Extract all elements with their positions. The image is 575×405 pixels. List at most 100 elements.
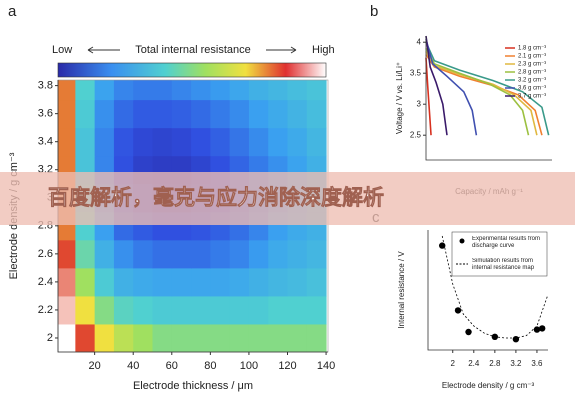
heat-cell	[113, 239, 134, 269]
legend-box	[451, 231, 548, 277]
heat-cell	[306, 80, 327, 101]
banner-text: 百度解析，毫克与应力消除深度解析	[48, 186, 384, 210]
x-tick-label: 2	[451, 359, 456, 368]
legend-label: Simulation results from internal resista…	[472, 258, 535, 271]
heat-cell	[58, 267, 76, 297]
heat-cell	[287, 99, 308, 129]
heat-cell	[113, 295, 134, 325]
legend-label: 2.1 g cm⁻³	[518, 54, 546, 60]
heat-cell	[191, 323, 211, 352]
experimental-point	[539, 325, 546, 332]
heat-cell	[113, 80, 134, 101]
heat-cell	[210, 239, 231, 269]
axes	[427, 230, 548, 351]
heat-cell	[268, 127, 288, 157]
x-tick-label: 60	[166, 360, 178, 372]
heat-cell	[229, 99, 250, 129]
heat-cell	[287, 80, 308, 101]
heat-cell	[248, 323, 269, 352]
heat-cell	[287, 295, 308, 325]
heat-cell	[210, 295, 231, 325]
y-axis-label: Internal resistance / V	[397, 251, 406, 329]
voltage-curve	[425, 35, 448, 136]
panel-label: b	[370, 3, 378, 20]
heat-cell	[306, 239, 327, 269]
legend-label: 3.2 g cm⁻³	[518, 78, 546, 84]
heat-cell	[75, 127, 96, 157]
heat-cell	[75, 80, 96, 101]
legend-entry: Simulation results from internal resista…	[472, 258, 535, 271]
heat-cell	[268, 323, 288, 352]
axes	[57, 80, 328, 353]
heat-cell	[287, 239, 308, 269]
y-tick-label: 2.4	[38, 276, 53, 288]
heat-cell	[113, 127, 134, 157]
heat-cell	[287, 323, 308, 352]
heat-cell	[210, 80, 231, 101]
heat-cell	[229, 127, 250, 157]
heat-cell	[113, 323, 134, 352]
heat-cell	[133, 323, 153, 352]
heat-cell	[210, 127, 231, 157]
heat-cell	[94, 267, 115, 297]
experimental-point	[454, 307, 462, 314]
heat-cell	[306, 127, 327, 157]
heat-cell	[75, 99, 96, 129]
colorbar-title: Total internal resistance	[135, 44, 251, 56]
heat-cell	[94, 99, 115, 129]
heat-cell	[248, 267, 269, 297]
y-tick-label: 3	[417, 99, 422, 108]
heat-cell	[306, 295, 327, 325]
heat-cell	[248, 127, 269, 157]
heat-cell	[229, 80, 250, 101]
heat-cell	[229, 323, 250, 352]
heat-cell	[94, 80, 115, 101]
heat-cell	[152, 127, 173, 157]
heat-cell	[133, 295, 153, 325]
heat-cell	[191, 239, 211, 269]
heat-cell	[152, 323, 173, 352]
heat-cell	[287, 127, 308, 157]
heat-cell	[171, 127, 192, 157]
heat-cell	[58, 99, 76, 129]
heat-cell	[306, 99, 327, 129]
heat-cell	[75, 267, 96, 297]
heat-cell	[133, 239, 153, 269]
x-axis-label: Electrode density / g cm⁻³	[442, 381, 535, 390]
colorbar-arrows	[87, 46, 297, 54]
voltage-curve	[425, 57, 432, 136]
banner	[0, 172, 575, 225]
x-tick-label: 3.2	[510, 359, 522, 368]
voltage-curve	[425, 48, 530, 136]
heat-cell	[191, 99, 211, 129]
heat-cell	[171, 80, 192, 101]
x-tick-label: 80	[204, 360, 216, 372]
heat-cell	[171, 295, 192, 325]
heat-cell	[171, 99, 192, 129]
voltage-curve	[425, 41, 550, 136]
axes	[425, 36, 552, 161]
experimental-point	[533, 326, 541, 333]
heat-cell	[191, 127, 211, 157]
heat-cell	[248, 239, 269, 269]
heat-cell	[210, 267, 231, 297]
experimental-point	[465, 328, 472, 336]
heat-cell	[152, 295, 173, 325]
heat-cell	[268, 295, 288, 325]
heat-cell	[287, 267, 308, 297]
y-axis-label: Voltage / V vs. Li/Li⁺	[395, 62, 404, 134]
heat-cell	[113, 99, 134, 129]
x-tick-label: 2.8	[489, 359, 501, 368]
heat-cell	[58, 295, 76, 325]
y-tick-label: 2.2	[38, 304, 53, 316]
voltage-curve	[425, 38, 478, 136]
heat-cell	[58, 80, 76, 101]
legend-label: 2.8 g cm⁻³	[518, 70, 546, 76]
experimental-point	[439, 242, 446, 249]
colorbar	[57, 62, 327, 78]
heat-cell	[94, 127, 115, 157]
heat-cell	[306, 323, 327, 352]
x-tick-label: 2.4	[468, 359, 480, 368]
heat-cell	[229, 267, 250, 297]
heat-cell	[58, 323, 76, 352]
